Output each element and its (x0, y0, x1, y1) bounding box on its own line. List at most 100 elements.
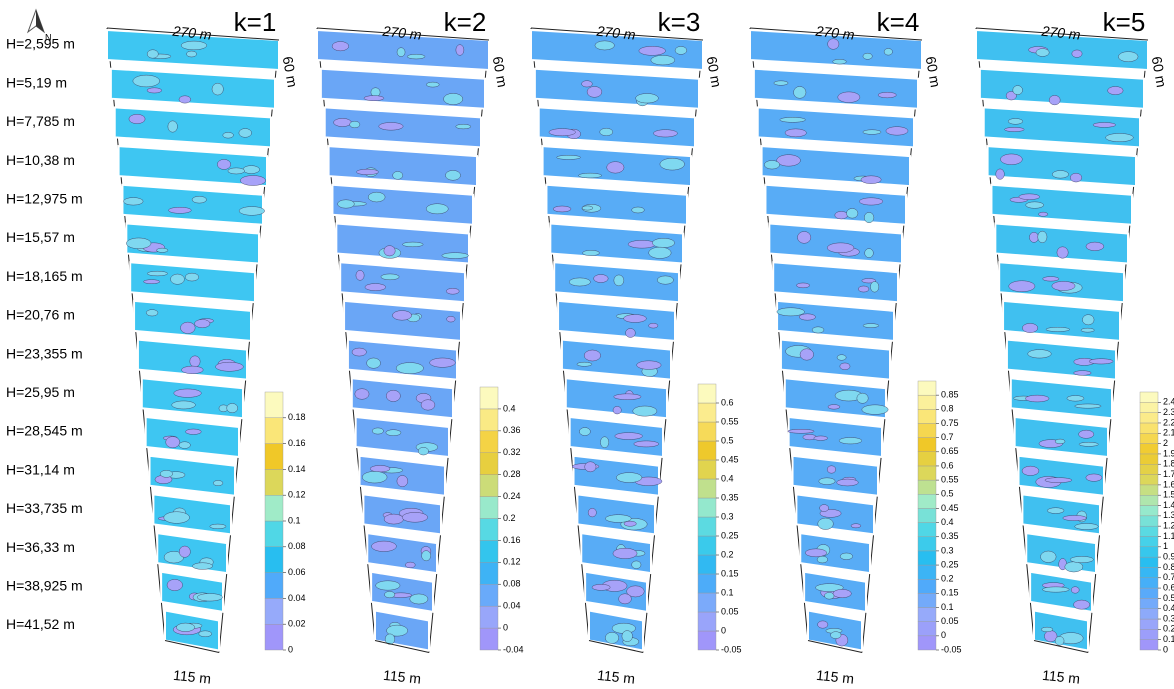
contour-blob (884, 48, 892, 55)
contour-blob (355, 389, 369, 400)
slice (793, 456, 878, 496)
contour-blob (146, 310, 158, 316)
contour-blob (179, 442, 191, 449)
contour-blob (839, 437, 862, 443)
colorbar-band (480, 431, 498, 453)
dimension-side: 60 m (1149, 55, 1170, 88)
height-label: H=25,95 m (6, 384, 75, 400)
contour-blob (835, 211, 848, 219)
contour-blob (794, 86, 806, 98)
colorbar-label: 0.8 (941, 404, 954, 414)
contour-blob (863, 53, 872, 59)
colorbar-label: 0.9 (1163, 551, 1174, 561)
contour-blob (443, 93, 462, 104)
colorbar-band (265, 624, 283, 650)
colorbar-label: 0.28 (503, 469, 521, 479)
colorbar-band (265, 469, 283, 495)
contour-blob (788, 429, 814, 433)
colorbar-label: 0.36 (503, 425, 521, 435)
contour-blob (418, 447, 428, 455)
colorbar-band (265, 598, 283, 624)
contour-blob (182, 366, 204, 374)
colorbar-label: 0.4 (941, 517, 954, 527)
contour-blob (442, 253, 469, 259)
colorbar-label: 1.7 (1163, 469, 1174, 479)
colorbar-band (480, 606, 498, 628)
colorbar-label: 0.2 (941, 574, 954, 584)
contour-blob (426, 82, 439, 87)
contour-blob (583, 250, 600, 255)
contour-blob (675, 46, 687, 54)
contour-blob (840, 553, 853, 560)
panel: k=2270 m60 m115 m-0.0400.040.080.120.160… (317, 7, 524, 687)
colorbar-band (265, 418, 283, 444)
colorbar-label: 1.3 (1163, 510, 1174, 520)
contour-blob (227, 403, 238, 412)
contour-blob (863, 130, 881, 135)
contour-blob (886, 127, 908, 135)
colorbar-label: 0.12 (288, 490, 306, 500)
colorbar-label: 0.8 (1163, 562, 1174, 572)
contour-blob (1075, 523, 1099, 529)
contour-blob (870, 282, 878, 293)
contour-blob (371, 541, 396, 551)
contour-blob (1071, 587, 1079, 594)
contour-blob (1019, 194, 1040, 200)
contour-blob (861, 176, 881, 184)
contour-blob (217, 159, 230, 169)
contour-blob (1086, 242, 1104, 251)
contour-blob (350, 121, 360, 128)
slice (122, 185, 263, 225)
slice (765, 185, 906, 225)
contour-blob (240, 176, 265, 186)
colorbar-label: 0.16 (503, 535, 521, 545)
colorbar-label: 0.4 (1163, 603, 1174, 613)
contour-blob (616, 473, 642, 483)
colorbar-band (480, 497, 498, 519)
contour-blob (166, 437, 180, 448)
colorbar-label: 0.5 (941, 489, 954, 499)
contour-blob (649, 247, 671, 258)
colorbar-band (480, 628, 498, 650)
contour-blob (1118, 52, 1138, 62)
colorbar-band (698, 441, 716, 460)
slice (340, 262, 465, 302)
slice (111, 69, 275, 109)
contour-blob (796, 283, 809, 288)
colorbar-label: 1.1 (1163, 531, 1174, 541)
contour-blob (421, 400, 435, 410)
colorbar-label: 0.35 (721, 492, 739, 502)
contour-blob (1072, 50, 1082, 58)
colorbar-label: 0.15 (941, 588, 959, 598)
contour-blob (405, 562, 415, 568)
panel: k=1270 m60 m115 m00.020.040.060.080.10.1… (107, 7, 306, 687)
slice (115, 107, 271, 147)
colorbar-band (698, 593, 716, 612)
contour-blob (384, 514, 404, 524)
colorbar-band (1140, 609, 1158, 619)
colorbar-band (480, 409, 498, 431)
contour-blob (653, 130, 677, 137)
colorbar-band (918, 438, 936, 452)
height-label: H=15,57 m (6, 229, 75, 245)
contour-blob (1089, 359, 1113, 364)
contour-blob (819, 478, 835, 485)
contour-blob (1045, 478, 1072, 483)
contour-blob (332, 42, 349, 51)
colorbar-label: 1.5 (1163, 490, 1174, 500)
colorbar-label: -0.05 (721, 644, 742, 654)
contour-blob (824, 592, 834, 599)
contour-blob (549, 129, 575, 136)
contour-blob (605, 632, 618, 643)
contour-blob (613, 406, 621, 414)
contour-blob (624, 315, 647, 323)
dimension-side: 60 m (490, 55, 511, 88)
contour-blob (878, 92, 896, 98)
contour-blob (192, 196, 206, 203)
colorbar-label: 0.12 (503, 557, 521, 567)
colorbar-band (698, 536, 716, 555)
slice (777, 301, 894, 341)
contour-blob (456, 124, 471, 129)
contour-blob (996, 169, 1005, 179)
contour-blob (392, 311, 411, 321)
